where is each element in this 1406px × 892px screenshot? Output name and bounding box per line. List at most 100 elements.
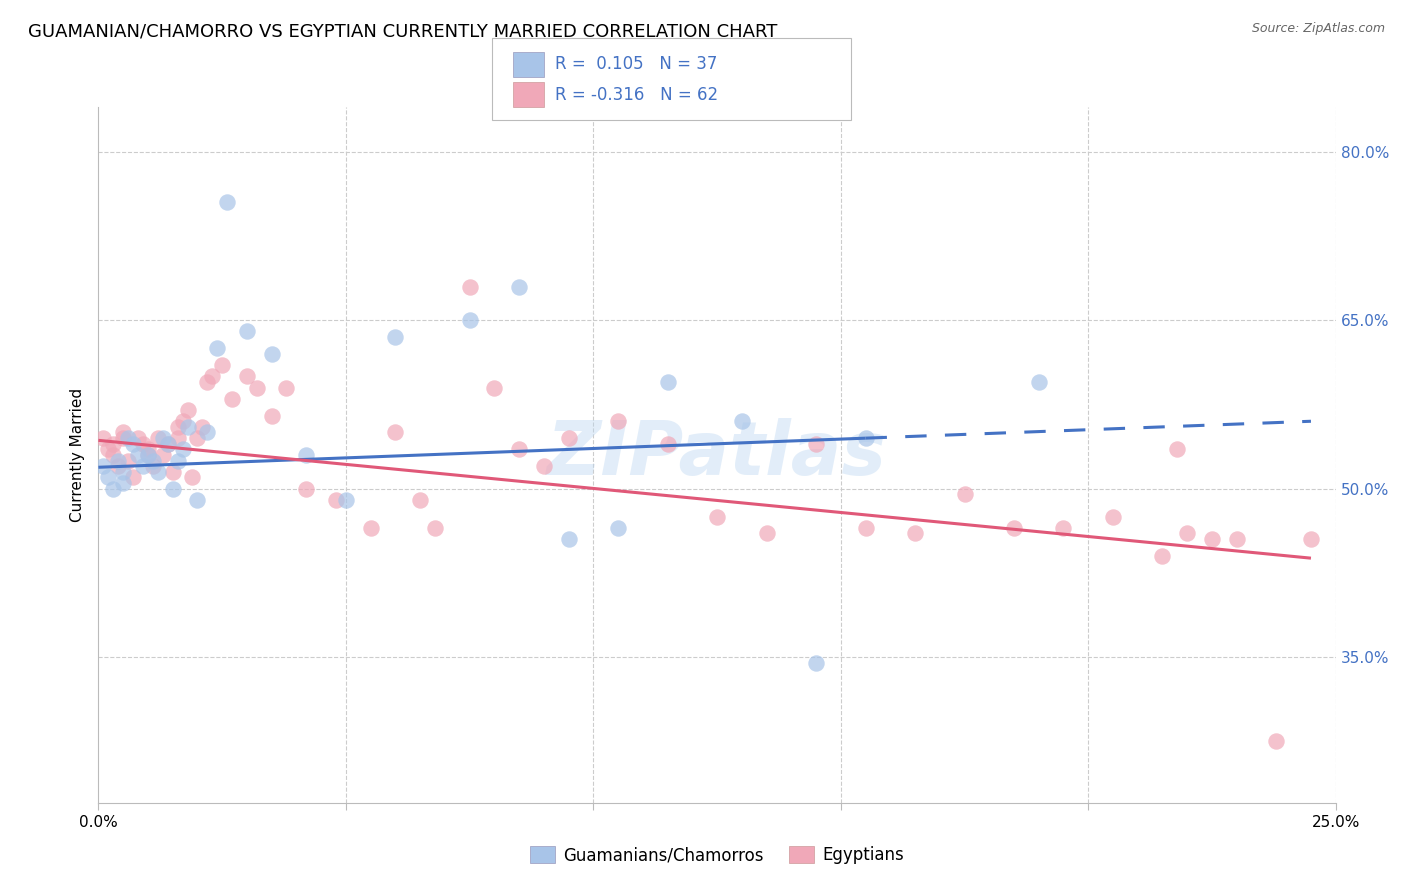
Point: [1028, 375, 1050, 389]
Point: [409, 492, 432, 507]
Point: [107, 453, 129, 467]
Point: [107, 459, 129, 474]
Point: [195, 425, 218, 440]
Point: [217, 195, 239, 210]
Point: [112, 465, 135, 479]
Point: [804, 656, 827, 670]
Point: [166, 453, 188, 467]
Point: [295, 482, 318, 496]
Point: [1052, 521, 1074, 535]
Point: [706, 509, 728, 524]
Point: [191, 420, 214, 434]
Point: [508, 279, 530, 293]
Point: [1152, 549, 1174, 563]
Point: [127, 448, 149, 462]
Point: [755, 526, 778, 541]
Text: GUAMANIAN/CHAMORRO VS EGYPTIAN CURRENTLY MARRIED CORRELATION CHART: GUAMANIAN/CHAMORRO VS EGYPTIAN CURRENTLY…: [28, 22, 778, 40]
Point: [335, 492, 357, 507]
Point: [103, 448, 125, 462]
Point: [731, 414, 754, 428]
Point: [136, 448, 159, 462]
Point: [458, 279, 481, 293]
Point: [122, 436, 145, 450]
Point: [295, 448, 318, 462]
Point: [136, 448, 159, 462]
Point: [122, 470, 145, 484]
Point: [276, 381, 298, 395]
Text: Source: ZipAtlas.com: Source: ZipAtlas.com: [1251, 22, 1385, 36]
Point: [246, 381, 269, 395]
Point: [607, 414, 630, 428]
Point: [508, 442, 530, 457]
Point: [93, 431, 115, 445]
Point: [97, 470, 120, 484]
Point: [142, 453, 165, 467]
Point: [657, 436, 679, 450]
Point: [176, 403, 198, 417]
Point: [1002, 521, 1025, 535]
Point: [384, 330, 406, 344]
Point: [132, 436, 155, 450]
Point: [458, 313, 481, 327]
Point: [93, 459, 115, 474]
Point: [97, 442, 120, 457]
Point: [260, 347, 283, 361]
Text: R =  0.105   N = 37: R = 0.105 N = 37: [555, 55, 717, 73]
Point: [1201, 532, 1223, 546]
Point: [236, 369, 259, 384]
Point: [186, 492, 208, 507]
Point: [127, 431, 149, 445]
Point: [1299, 532, 1322, 546]
Point: [172, 414, 194, 428]
Point: [201, 369, 224, 384]
Point: [557, 532, 579, 546]
Point: [325, 492, 347, 507]
Point: [236, 325, 259, 339]
Point: [211, 358, 233, 372]
Point: [1166, 442, 1188, 457]
Point: [533, 459, 555, 474]
Point: [146, 431, 169, 445]
Text: ZIPatlas: ZIPatlas: [547, 418, 887, 491]
Point: [195, 375, 218, 389]
Point: [804, 436, 827, 450]
Point: [1175, 526, 1198, 541]
Point: [360, 521, 382, 535]
Point: [152, 431, 174, 445]
Point: [557, 431, 579, 445]
Point: [484, 381, 506, 395]
Point: [423, 521, 446, 535]
Point: [384, 425, 406, 440]
Point: [176, 420, 198, 434]
Point: [136, 442, 159, 457]
Point: [112, 475, 135, 490]
Point: [112, 431, 135, 445]
Legend: Guamanians/Chamorros, Egyptians: Guamanians/Chamorros, Egyptians: [523, 839, 911, 871]
Point: [221, 392, 243, 406]
Y-axis label: Currently Married: Currently Married: [70, 388, 86, 522]
Point: [117, 431, 139, 445]
Point: [166, 420, 188, 434]
Point: [162, 482, 184, 496]
Point: [103, 436, 125, 450]
Point: [117, 453, 139, 467]
Point: [855, 521, 877, 535]
Point: [1102, 509, 1125, 524]
Point: [162, 465, 184, 479]
Point: [953, 487, 976, 501]
Text: R = -0.316   N = 62: R = -0.316 N = 62: [555, 86, 718, 103]
Point: [186, 431, 208, 445]
Point: [1265, 734, 1288, 748]
Point: [172, 442, 194, 457]
Point: [181, 470, 204, 484]
Point: [112, 425, 135, 440]
Point: [132, 459, 155, 474]
Point: [146, 465, 169, 479]
Point: [205, 341, 228, 355]
Point: [904, 526, 927, 541]
Point: [103, 482, 125, 496]
Point: [142, 459, 165, 474]
Point: [607, 521, 630, 535]
Point: [1226, 532, 1249, 546]
Point: [166, 431, 188, 445]
